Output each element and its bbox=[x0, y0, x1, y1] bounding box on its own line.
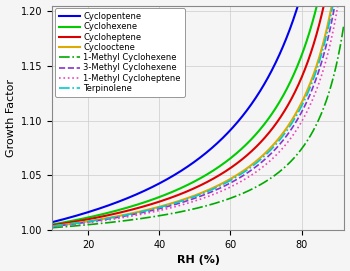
1-Methyl Cycloheptene bbox=[102, 219, 106, 222]
Cyclooctene bbox=[270, 145, 274, 148]
Cycloheptene bbox=[222, 171, 226, 174]
Cyclohexene bbox=[182, 185, 186, 188]
Cyclohexene bbox=[270, 112, 274, 116]
Terpinolene bbox=[102, 217, 106, 221]
1-Methyl Cycloheptene bbox=[270, 158, 274, 161]
Line: 1-Methyl Cyclohexene: 1-Methyl Cyclohexene bbox=[52, 25, 344, 228]
3-Methyl Cyclohexene bbox=[125, 214, 130, 217]
Cyclooctene bbox=[182, 198, 186, 201]
Cyclohexene bbox=[102, 212, 106, 215]
Line: 1-Methyl Cycloheptene: 1-Methyl Cycloheptene bbox=[52, 0, 344, 227]
Cyclooctene bbox=[102, 217, 106, 220]
Cyclopentene bbox=[270, 69, 274, 72]
Terpinolene bbox=[245, 169, 249, 172]
1-Methyl Cycloheptene bbox=[125, 215, 130, 218]
Cyclopentene bbox=[182, 167, 186, 170]
1-Methyl Cycloheptene bbox=[182, 203, 186, 206]
Line: 3-Methyl Cyclohexene: 3-Methyl Cyclohexene bbox=[52, 0, 344, 227]
Cyclooctene bbox=[50, 225, 55, 228]
Cyclopentene bbox=[222, 135, 226, 138]
Cycloheptene bbox=[102, 215, 106, 218]
Cyclooctene bbox=[245, 167, 249, 170]
Line: Cyclohexene: Cyclohexene bbox=[52, 0, 344, 224]
Cyclooctene bbox=[125, 213, 130, 216]
3-Methyl Cyclohexene bbox=[222, 185, 226, 188]
3-Methyl Cyclohexene bbox=[50, 225, 55, 228]
1-Methyl Cyclohexene bbox=[102, 221, 106, 225]
1-Methyl Cyclohexene bbox=[270, 176, 274, 179]
Cyclohexene bbox=[125, 206, 130, 209]
1-Methyl Cyclohexene bbox=[125, 219, 130, 222]
1-Methyl Cyclohexene bbox=[245, 190, 249, 193]
3-Methyl Cyclohexene bbox=[245, 172, 249, 175]
Cyclooctene bbox=[222, 181, 226, 184]
Terpinolene bbox=[270, 147, 274, 151]
Terpinolene bbox=[50, 225, 55, 228]
Cyclohexene bbox=[222, 162, 226, 165]
Terpinolene bbox=[125, 213, 130, 217]
Cycloheptene bbox=[182, 191, 186, 194]
Cycloheptene bbox=[245, 154, 249, 157]
Cyclopentene bbox=[50, 221, 55, 224]
3-Methyl Cyclohexene bbox=[182, 200, 186, 203]
3-Methyl Cyclohexene bbox=[270, 151, 274, 154]
1-Methyl Cyclohexene bbox=[222, 199, 226, 202]
3-Methyl Cyclohexene bbox=[102, 218, 106, 221]
Cycloheptene bbox=[50, 224, 55, 227]
1-Methyl Cyclohexene bbox=[50, 226, 55, 229]
1-Methyl Cycloheptene bbox=[245, 176, 249, 180]
1-Methyl Cyclohexene bbox=[182, 209, 186, 213]
Terpinolene bbox=[222, 182, 226, 185]
1-Methyl Cycloheptene bbox=[50, 225, 55, 228]
Line: Cycloheptene: Cycloheptene bbox=[52, 0, 344, 225]
Cyclopentene bbox=[125, 197, 130, 200]
Terpinolene bbox=[182, 199, 186, 202]
1-Methyl Cyclohexene bbox=[342, 24, 346, 27]
Line: Cyclooctene: Cyclooctene bbox=[52, 0, 344, 226]
Line: Cyclopentene: Cyclopentene bbox=[52, 0, 344, 222]
Cyclohexene bbox=[50, 223, 55, 226]
Legend: Cyclopentene, Cyclohexene, Cycloheptene, Cyclooctene, 1-Methyl Cyclohexene, 3-Me: Cyclopentene, Cyclohexene, Cycloheptene,… bbox=[55, 8, 185, 97]
Y-axis label: Growth Factor: Growth Factor bbox=[6, 79, 15, 157]
Cycloheptene bbox=[270, 128, 274, 131]
Line: Terpinolene: Terpinolene bbox=[52, 0, 344, 226]
Cyclohexene bbox=[245, 142, 249, 145]
Cyclopentene bbox=[245, 109, 249, 112]
1-Methyl Cycloheptene bbox=[222, 188, 226, 192]
Cycloheptene bbox=[125, 209, 130, 212]
Cyclopentene bbox=[102, 205, 106, 209]
X-axis label: RH (%): RH (%) bbox=[177, 256, 220, 265]
